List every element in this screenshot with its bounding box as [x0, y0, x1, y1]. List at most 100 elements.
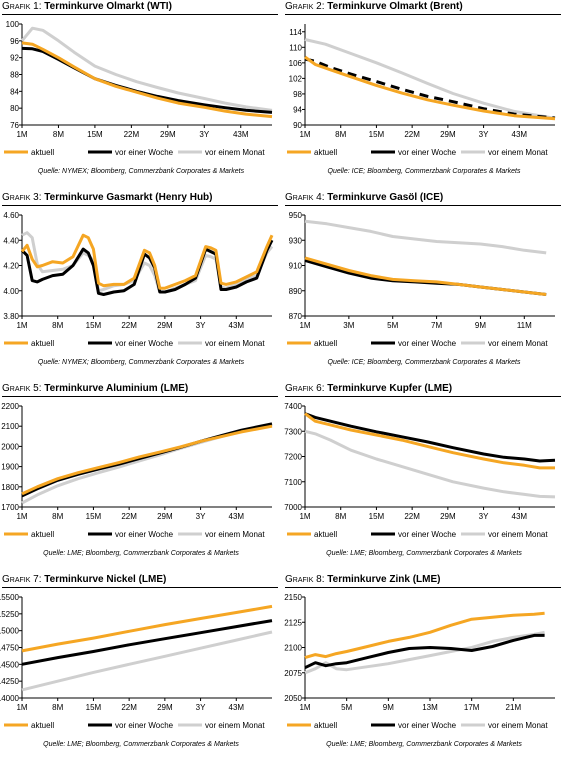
- y-tick-label: 2200: [1, 402, 19, 411]
- chart-svg: 76 80 84 88 92 96 100 1M 8M 15M 22M 29M 3Y 43M aktuell…: [4, 20, 273, 157]
- y-tick-label: 2150: [284, 593, 302, 602]
- series-line-aktuell: [21, 604, 273, 653]
- y-tick-label: 88: [10, 71, 19, 80]
- x-tick-label: 15M: [369, 512, 385, 521]
- x-tick-label: 17M: [464, 703, 480, 712]
- series-line-aktuell: [304, 611, 545, 660]
- chart-title-prefix: Grafik 5:: [2, 383, 42, 394]
- legend-label: vor einem Monat: [488, 721, 548, 730]
- x-tick-label: 8M: [335, 512, 346, 521]
- legend-label: aktuell: [31, 721, 54, 730]
- legend-label: vor einer Woche: [115, 339, 174, 348]
- y-tick-label: 96: [10, 37, 19, 46]
- chart-title-prefix: Grafik 3:: [2, 192, 42, 203]
- y-tick-label: 7100: [284, 478, 302, 487]
- chart-title-prefix: Grafik 6:: [285, 383, 325, 394]
- x-tick-label: 22M: [121, 321, 137, 330]
- chart-title: Grafik 6: Terminkurve Kupfer (LME): [285, 383, 452, 394]
- y-tick-label: 4.20: [3, 262, 19, 271]
- y-tick-label: 1800: [1, 483, 19, 492]
- x-tick-label: 8M: [335, 130, 346, 139]
- x-tick-label: 3Y: [196, 703, 206, 712]
- chart-title-text: Terminkurve Gasöl (ICE): [327, 192, 444, 203]
- chart-title-text: Terminkurve Gasmarkt (Henry Hub): [44, 192, 213, 203]
- chart-panel-7: Grafik 7: Terminkurve Nickel (LME)140001…: [0, 573, 282, 763]
- y-tick-label: 4.00: [3, 287, 19, 296]
- chart-panel-3: Grafik 3: Terminkurve Gasmarkt (Henry Hu…: [0, 191, 282, 381]
- chart-source: Quelle: NYMEX; Bloomberg, Commerzbank Co…: [37, 168, 245, 175]
- chart-title-prefix: Grafik 4:: [285, 192, 325, 203]
- series-line-aktuell: [304, 55, 556, 121]
- y-tick-label: 2075: [284, 669, 302, 678]
- title-rule: [285, 587, 561, 588]
- legend-label: aktuell: [314, 148, 337, 157]
- title-rule: [285, 205, 561, 206]
- x-tick-label: 29M: [440, 130, 456, 139]
- y-tick-label: 92: [10, 54, 19, 63]
- chart-title: Grafik 4: Terminkurve Gasöl (ICE): [285, 192, 443, 203]
- series-line-vor-einem-monat: [21, 423, 273, 505]
- chart-title-text: Terminkurve Zink (LME): [327, 574, 441, 585]
- x-tick-label: 43M: [229, 321, 245, 330]
- x-tick-label: 3Y: [479, 130, 489, 139]
- chart-svg: 3.80 4.00 4.20 4.40 4.60 1M 8M 15M 22M 29M 3Y 43M ak…: [3, 211, 274, 348]
- legend-label: vor einem Monat: [488, 339, 548, 348]
- y-tick-label: 870: [289, 312, 303, 321]
- chart-source: Quelle: ICE; Bloomberg, Commerzbank Corp…: [327, 168, 521, 175]
- x-tick-label: 22M: [404, 130, 420, 139]
- y-tick-label: 930: [289, 236, 303, 245]
- y-tick-label: 7400: [284, 402, 302, 411]
- chart-source: Quelle: LME; Bloomberg, Commerzbank Corp…: [43, 741, 239, 748]
- chart-title: Grafik 5: Terminkurve Aluminium (LME): [2, 383, 188, 394]
- legend-label: aktuell: [314, 339, 337, 348]
- x-tick-label: 1M: [299, 512, 310, 521]
- x-tick-label: 8M: [52, 703, 63, 712]
- x-tick-label: 22M: [121, 703, 137, 712]
- series-line-vor-einer-woche: [304, 633, 545, 670]
- y-tick-label: 7000: [284, 503, 302, 512]
- x-tick-label: 1M: [16, 321, 27, 330]
- series-line-vor-einem-monat: [21, 630, 273, 692]
- legend-label: aktuell: [314, 721, 337, 730]
- legend-label: aktuell: [31, 148, 54, 157]
- x-tick-label: 29M: [157, 512, 173, 521]
- y-tick-label: 15500: [0, 593, 20, 602]
- chart-panel-8: Grafik 8: Terminkurve Zink (LME) 2050 2075…: [283, 573, 565, 763]
- series-line-vor-einer-woche: [20, 239, 274, 296]
- y-tick-label: 890: [289, 287, 303, 296]
- y-tick-label: 102: [289, 74, 303, 83]
- series-line-aktuell: [21, 424, 273, 496]
- chart-panel-5: Grafik 5: Terminkurve Aluminium (LME) 170…: [0, 382, 282, 572]
- chart-svg: 2050 2075 2100 2125 2150 1M 5M 9M 13M 17M 21M aktue…: [284, 593, 555, 730]
- series-line-aktuell: [304, 412, 555, 470]
- chart-panel-6: Grafik 6: Terminkurve Kupfer (LME) 7000 71…: [283, 382, 565, 572]
- y-tick-label: 94: [293, 105, 302, 114]
- x-tick-label: 1M: [299, 703, 310, 712]
- x-tick-label: 8M: [52, 321, 63, 330]
- x-tick-label: 13M: [422, 703, 438, 712]
- chart-title: Grafik 1: Terminkurve Olmarkt (WTI): [2, 1, 172, 12]
- x-tick-label: 22M: [124, 130, 140, 139]
- y-tick-label: 4.60: [3, 211, 19, 220]
- y-tick-label: 910: [289, 262, 303, 271]
- legend-label: aktuell: [314, 530, 337, 539]
- chart-panel-4: Grafik 4: Terminkurve Gasöl (ICE) 870 890 9…: [283, 191, 565, 381]
- chart-title-text: Terminkurve Olmarkt (WTI): [44, 1, 172, 12]
- y-tick-label: 15000: [0, 627, 20, 636]
- series-line-vor-einer-woche: [304, 412, 556, 463]
- chart-title-text: Terminkurve Kupfer (LME): [327, 383, 453, 394]
- legend-label: vor einer Woche: [398, 339, 457, 348]
- legend-label: vor einer Woche: [115, 721, 174, 730]
- series-line-aktuell: [304, 256, 547, 296]
- y-tick-label: 76: [10, 121, 19, 130]
- series-line-vor-einem-monat: [304, 219, 547, 255]
- title-rule: [2, 587, 278, 588]
- chart-title-prefix: Grafik 8:: [285, 574, 325, 585]
- x-tick-label: 29M: [160, 130, 176, 139]
- y-tick-label: 7200: [284, 453, 302, 462]
- x-tick-label: 22M: [121, 512, 137, 521]
- y-tick-label: 2100: [1, 422, 19, 431]
- y-tick-label: 1900: [1, 463, 19, 472]
- y-tick-label: 15250: [0, 610, 20, 619]
- chart-svg: 1700 1800 1900 2000 2100 2200 1M 8M 15M 22M 29M 3Y 4…: [1, 402, 273, 539]
